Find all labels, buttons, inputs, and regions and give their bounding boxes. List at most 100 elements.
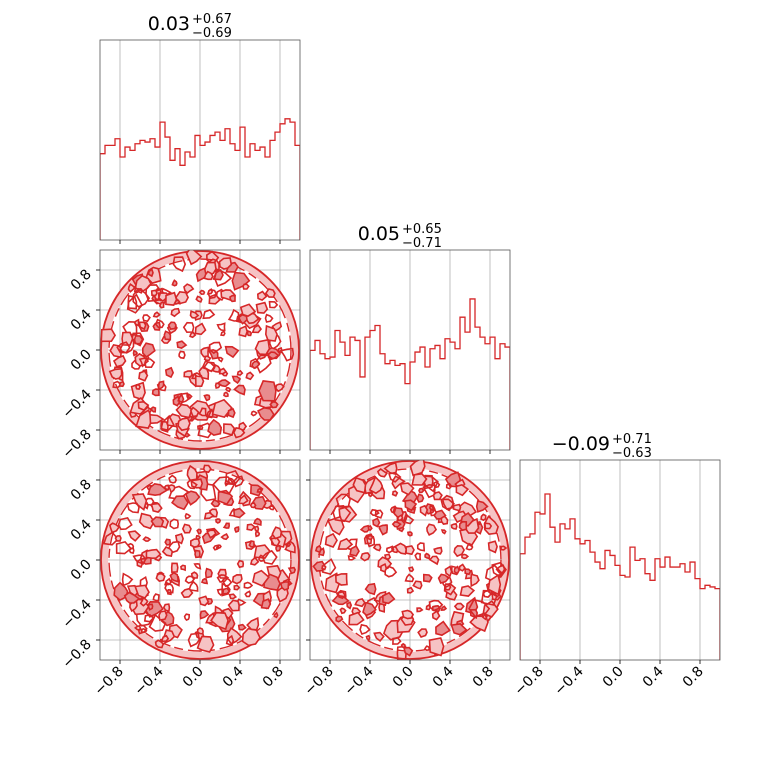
title-lower-0: −0.69: [192, 26, 232, 41]
contour-blob: [121, 572, 134, 587]
disk-inner-contour: [108, 258, 292, 442]
contour-blob: [133, 318, 140, 327]
contour-blob: [193, 562, 202, 570]
contour-blob: [236, 369, 244, 376]
contour-blob: [406, 531, 413, 537]
contour-blob: [468, 598, 491, 618]
contour-blob: [238, 325, 249, 338]
contour-blob: [182, 321, 195, 334]
contour-blob: [249, 502, 257, 509]
contour-blob: [453, 565, 461, 575]
x-tick-label: −0.4: [551, 663, 586, 698]
contour-blob: [285, 541, 292, 548]
contour-blob: [270, 537, 281, 547]
contour-blob: [254, 530, 261, 538]
x-tick-label: 0.8: [470, 664, 497, 691]
contour-blob: [217, 356, 224, 363]
contour-blob: [189, 310, 200, 319]
contour-blob: [359, 524, 370, 533]
disk-outline: [310, 460, 510, 660]
contour-blob: [223, 391, 229, 398]
contour-blob: [475, 500, 489, 513]
contour-blob: [366, 534, 376, 548]
contour-blob: [279, 347, 295, 362]
contour-blob: [158, 301, 165, 309]
contour-blob: [206, 529, 217, 539]
contour-blob: [172, 395, 181, 407]
contour-blob: [391, 521, 402, 528]
contour-blob: [160, 414, 175, 432]
contour-blob: [164, 538, 172, 546]
contour-blob: [233, 475, 244, 488]
contour-blob: [445, 482, 453, 490]
contour-blob: [423, 645, 431, 652]
contour-blob: [435, 620, 451, 637]
contour-blob: [440, 529, 447, 535]
contour-blob: [248, 540, 255, 548]
contour-blob: [126, 502, 140, 514]
contour-blob: [180, 587, 194, 599]
contour-blob: [275, 544, 282, 552]
contour-blob: [337, 537, 354, 550]
x-tick-label: −0.4: [131, 663, 166, 698]
contour-blob: [194, 549, 201, 559]
title-upper-2: +0.71: [612, 432, 652, 447]
contour-blob: [164, 366, 175, 379]
x-tick-label: 0.0: [180, 664, 207, 691]
contour-blob: [123, 591, 141, 604]
y-tick-label: 0.0: [68, 347, 95, 374]
x-tick-label: 0.0: [600, 664, 627, 691]
contour-blob: [428, 637, 445, 657]
contour-blob: [404, 499, 418, 512]
contour-blob: [406, 586, 415, 594]
contour-blob: [187, 632, 201, 648]
histogram-2: [520, 493, 720, 660]
contour-blob: [211, 398, 233, 418]
contour-blob: [222, 522, 231, 529]
contour-blob: [487, 573, 502, 596]
y-tick-label: −0.8: [59, 427, 94, 462]
contour-blob: [203, 394, 211, 402]
contour-blob: [189, 406, 200, 418]
contour-blob: [284, 539, 296, 554]
contour-blob: [372, 543, 382, 552]
panel-0-0: 0.03 +0.67−0.69: [99, 12, 301, 244]
contour-blob: [349, 545, 360, 557]
contour-blob: [422, 573, 433, 583]
panel-title-1: 0.05 +0.65−0.71: [358, 222, 442, 251]
contour-blob: [321, 564, 327, 571]
contour-blob: [115, 541, 132, 555]
contour-blob: [126, 293, 143, 314]
contour-blob: [131, 493, 148, 512]
contour-blob: [222, 423, 236, 436]
contour-2-1: [310, 460, 510, 660]
contour-blob: [108, 522, 121, 534]
contour-blob: [216, 574, 230, 583]
panel-1-0: −0.8 −0.4 0.0 0.4 0.8: [59, 249, 301, 462]
contour-blob: [152, 311, 161, 318]
contour-blob: [168, 474, 177, 484]
y-tick-label: 0.4: [68, 306, 95, 333]
contour-blob: [139, 596, 149, 607]
contour-blob: [426, 523, 438, 536]
x-tick-label: 0.8: [260, 664, 287, 691]
contour-blob: [254, 338, 271, 356]
contour-blob: [401, 609, 415, 620]
contour-blob: [459, 585, 476, 597]
contour-blob: [249, 556, 260, 566]
contour-blob: [205, 408, 215, 419]
contour-blob: [268, 300, 279, 309]
contour-blob: [424, 552, 431, 560]
contour-blob: [203, 270, 214, 281]
y-tick-label: 0.4: [68, 516, 95, 543]
contour-blob: [114, 534, 122, 542]
contour-blob: [176, 340, 188, 349]
panel-2-0: −0.8 −0.4 0.0 0.4 0.8−0.8−0.40.00.40.8: [59, 459, 301, 699]
contour-blob: [368, 475, 384, 495]
contour-blob: [433, 509, 447, 520]
contour-blob: [194, 322, 207, 336]
x-tick-label: 0.0: [390, 664, 417, 691]
contour-blob: [135, 409, 154, 429]
contour-blob: [491, 561, 508, 579]
